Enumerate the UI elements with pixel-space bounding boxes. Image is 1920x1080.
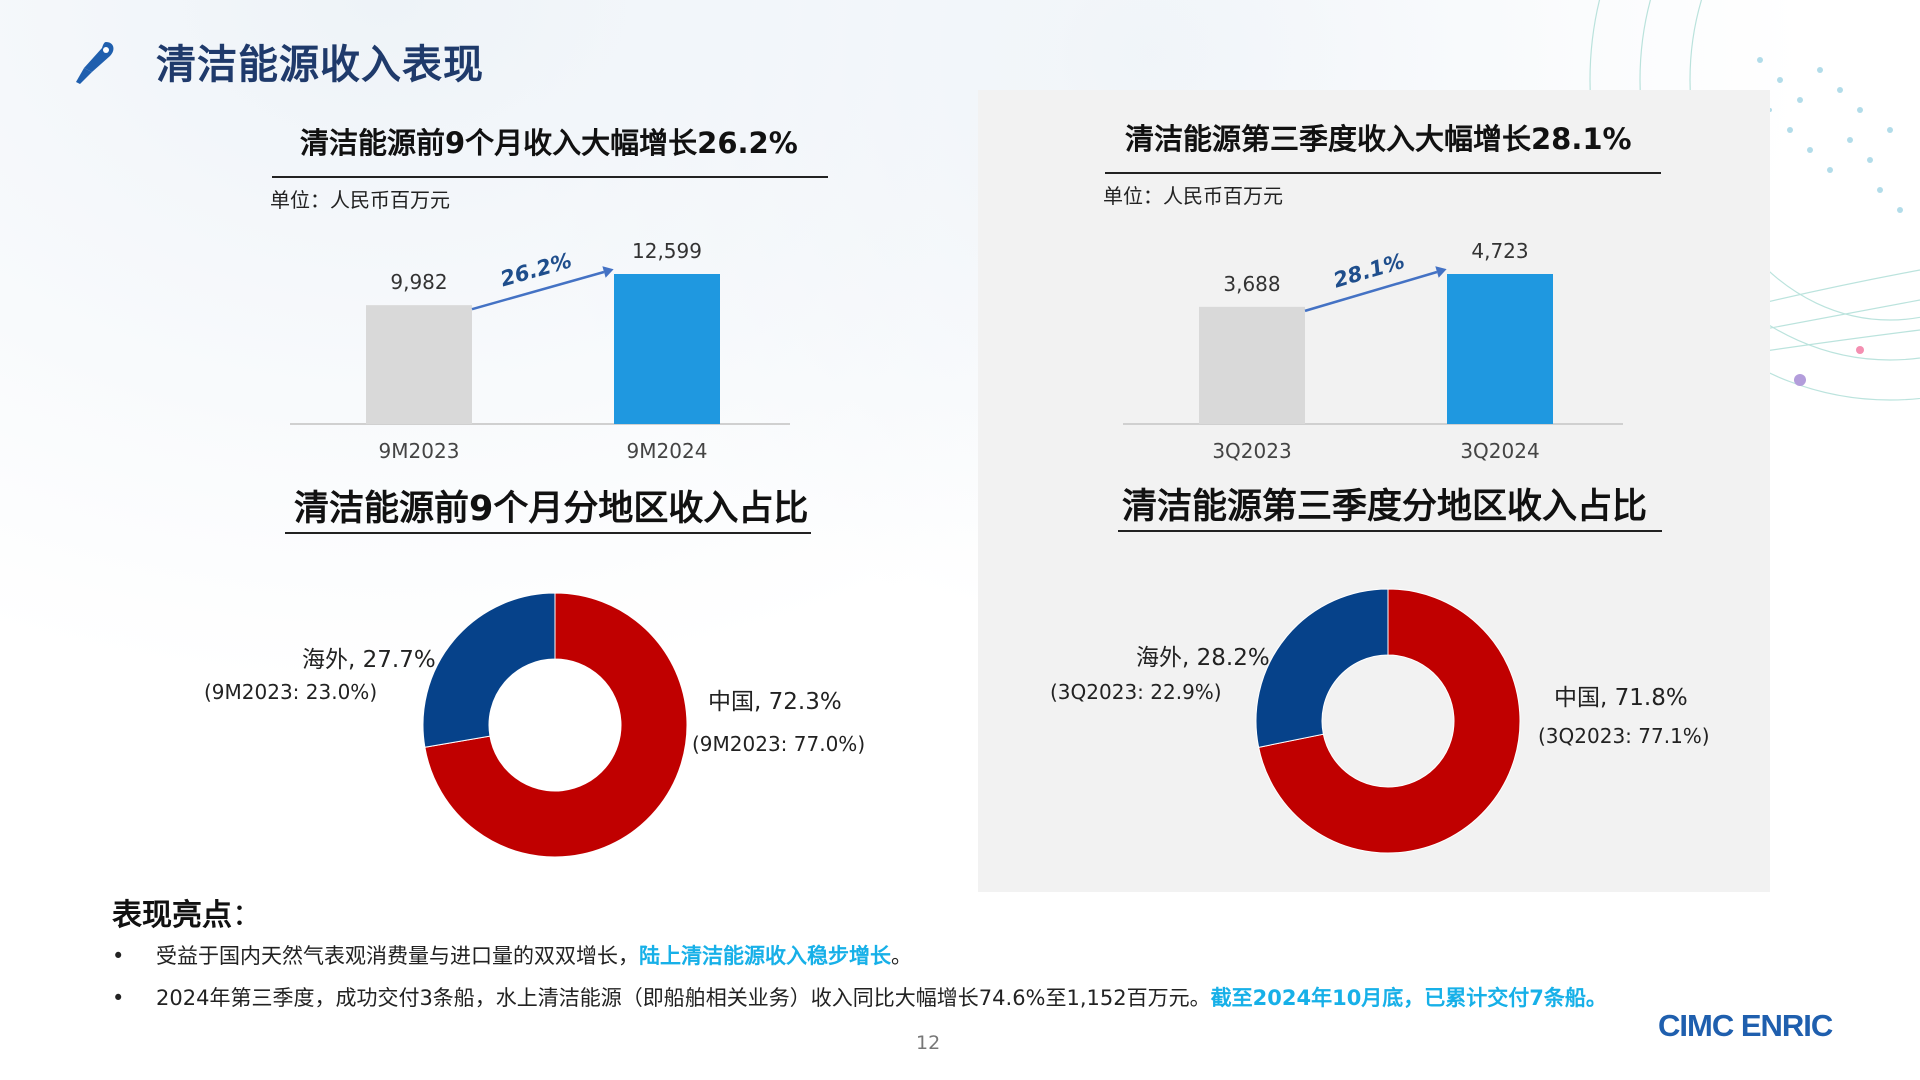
nine-month-category-label-9M2023: 9M2023	[379, 439, 460, 463]
highlight-2-text: 2024年第三季度，成功交付3条船，水上清洁能源（即船舶相关业务）收入同比大幅增…	[156, 986, 1211, 1010]
highlight-bullet-1: • 受益于国内天然气表观消费量与进口量的双双增长，陆上清洁能源收入稳步增长。	[112, 940, 912, 970]
q3-donut-slice-china	[1258, 588, 1521, 854]
company-logo: CIMC ENRIC	[1658, 1008, 1833, 1043]
nine-month-category-label-9M2024: 9M2024	[627, 439, 708, 463]
q3-bar-3Q2023	[1199, 306, 1305, 424]
nine-month-donut-slice-overseas	[422, 592, 556, 748]
highlight-1-tail: 。	[891, 944, 912, 968]
nine-month-donut-title: 清洁能源前9个月分地区收入占比	[294, 489, 809, 529]
q3-donut-title-rule	[1118, 530, 1662, 532]
highlights-title: 表现亮点：	[112, 890, 262, 934]
nine-month-overseas-label: 海外, 27.7%	[302, 647, 436, 673]
highlight-1-text: 受益于国内天然气表观消费量与进口量的双双增长，	[156, 944, 639, 968]
nine-month-bar-9M2023	[366, 305, 472, 424]
nine-month-value-label-9M2023: 9,982	[390, 270, 447, 294]
q3-unit: 单位：人民币百万元	[1103, 184, 1283, 208]
q3-category-label-3Q2024: 3Q2024	[1460, 439, 1539, 463]
highlight-bullet-2: • 2024年第三季度，成功交付3条船，水上清洁能源（即船舶相关业务）收入同比大幅…	[112, 982, 1607, 1012]
q3-bar-title: 清洁能源第三季度收入大幅增长28.1%	[1125, 122, 1632, 156]
q3-growth-arrow-line	[1304, 270, 1438, 313]
nine-month-donut-title-rule	[285, 532, 811, 534]
nine-month-growth-arrow-head	[602, 266, 614, 278]
nine-month-china-prior: (9M2023: 77.0%)	[692, 732, 866, 756]
q3-category-label-3Q2023: 3Q2023	[1212, 439, 1291, 463]
nine-month-overseas-prior: (9M2023: 23.0%)	[204, 680, 378, 704]
q3-value-label-3Q2023: 3,688	[1223, 272, 1280, 296]
q3-growth-label: 28.1%	[1331, 249, 1408, 293]
nine-month-unit: 单位：人民币百万元	[270, 188, 450, 212]
nine-month-value-label-9M2024: 12,599	[632, 239, 702, 263]
q3-overseas-label: 海外, 28.2%	[1136, 645, 1270, 671]
bullet-marker: •	[112, 944, 125, 968]
nine-month-bar-title: 清洁能源前9个月收入大幅增长26.2%	[300, 126, 798, 160]
nine-month-bar-title-rule	[272, 176, 828, 178]
q3-bar-chart: 3,688 3Q2023 4,723 3Q2024 28.1%	[1123, 239, 1623, 463]
nine-month-donut-chart	[422, 592, 688, 858]
q3-overseas-prior: (3Q2023: 22.9%)	[1050, 680, 1222, 704]
q3-panel-background	[978, 90, 1770, 892]
q3-donut-slice-overseas	[1255, 588, 1389, 748]
pen-icon	[76, 42, 114, 84]
nine-month-growth-arrow-line	[471, 270, 605, 311]
bullet-marker: •	[112, 986, 125, 1010]
q3-china-label: 中国, 71.8%	[1554, 685, 1688, 711]
page-title: 清洁能源收入表现	[156, 42, 484, 88]
highlight-1-accent: 陆上清洁能源收入稳步增长	[639, 944, 891, 968]
q3-donut-title: 清洁能源第三季度分地区收入占比	[1122, 487, 1648, 527]
q3-value-label-3Q2024: 4,723	[1471, 239, 1528, 263]
highlights-title-text: 表现亮点	[112, 898, 232, 933]
nine-month-china-label: 中国, 72.3%	[708, 689, 842, 715]
q3-china-prior: (3Q2023: 77.1%)	[1538, 724, 1710, 748]
q3-bar-title-rule	[1105, 172, 1661, 174]
q3-donut-chart	[1255, 588, 1521, 854]
highlight-2-accent: 截至2024年10月底，已累计交付7条船。	[1210, 986, 1607, 1010]
q3-growth-arrow-head	[1435, 266, 1447, 278]
nine-month-donut-slice-china	[424, 592, 688, 858]
q3-bar-3Q2024	[1447, 274, 1553, 424]
nine-month-bar-9M2024	[614, 274, 720, 424]
page-number: 12	[916, 1032, 941, 1054]
highlights-title-colon: ：	[232, 898, 262, 933]
